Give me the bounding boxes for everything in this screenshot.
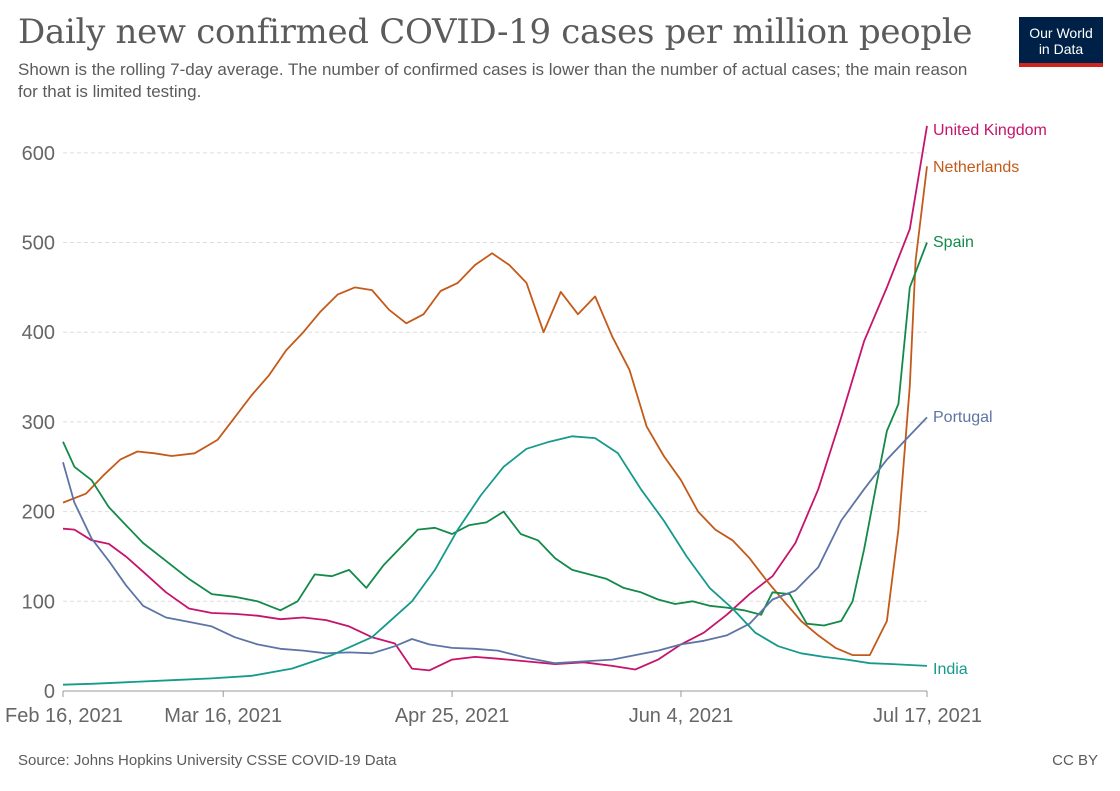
- series-line-india[interactable]: [62, 435, 928, 686]
- series-line-united-kingdom[interactable]: [62, 125, 928, 672]
- chart-title: Daily new confirmed COVID-19 cases per m…: [18, 12, 973, 52]
- license-link[interactable]: CC BY: [1052, 752, 1098, 769]
- x-axis: Feb 16, 2021 Mar 16, 2021 Apr 25, 2021 Jun …: [5, 690, 982, 727]
- grid-lines: [63, 152, 927, 602]
- source-note: Source: Johns Hopkins University CSSE CO…: [18, 752, 397, 769]
- y-tick-label: 0: [44, 681, 55, 703]
- y-tick-label: 400: [22, 322, 55, 344]
- series-label-netherlands[interactable]: Netherlands: [933, 159, 1019, 176]
- chart-subtitle: Shown is the rolling 7-day average. The …: [18, 60, 968, 101]
- series-line-portugal[interactable]: [62, 416, 928, 665]
- series-label-india[interactable]: India: [933, 661, 968, 678]
- series-line-netherlands[interactable]: [62, 166, 928, 656]
- y-axis-ticks: 0 100 200 300 400 500 600: [22, 143, 55, 703]
- series-lines: [62, 125, 928, 686]
- logo-line-1: Our World: [1029, 25, 1093, 41]
- x-tick-label: Apr 25, 2021: [395, 705, 510, 727]
- series-label-spain[interactable]: Spain: [933, 234, 974, 251]
- owid-logo[interactable]: Our World in Data: [1019, 17, 1103, 67]
- series-labels: United Kingdom Netherlands Spain Portugal In…: [933, 122, 1047, 678]
- y-tick-label: 500: [22, 233, 55, 255]
- x-tick-label: Feb 16, 2021: [5, 705, 123, 727]
- y-tick-label: 100: [22, 591, 55, 613]
- y-tick-label: 600: [22, 143, 55, 165]
- y-tick-label: 200: [22, 502, 55, 524]
- logo-line-2: in Data: [1038, 41, 1084, 57]
- series-line-spain[interactable]: [62, 242, 928, 627]
- x-tick-label: Mar 16, 2021: [164, 705, 282, 727]
- y-tick-label: 300: [22, 412, 55, 434]
- series-label-united-kingdom[interactable]: United Kingdom: [933, 122, 1047, 139]
- series-label-portugal[interactable]: Portugal: [933, 409, 993, 426]
- x-tick-label: Jul 17, 2021: [873, 705, 982, 727]
- x-tick-label: Jun 4, 2021: [629, 705, 734, 727]
